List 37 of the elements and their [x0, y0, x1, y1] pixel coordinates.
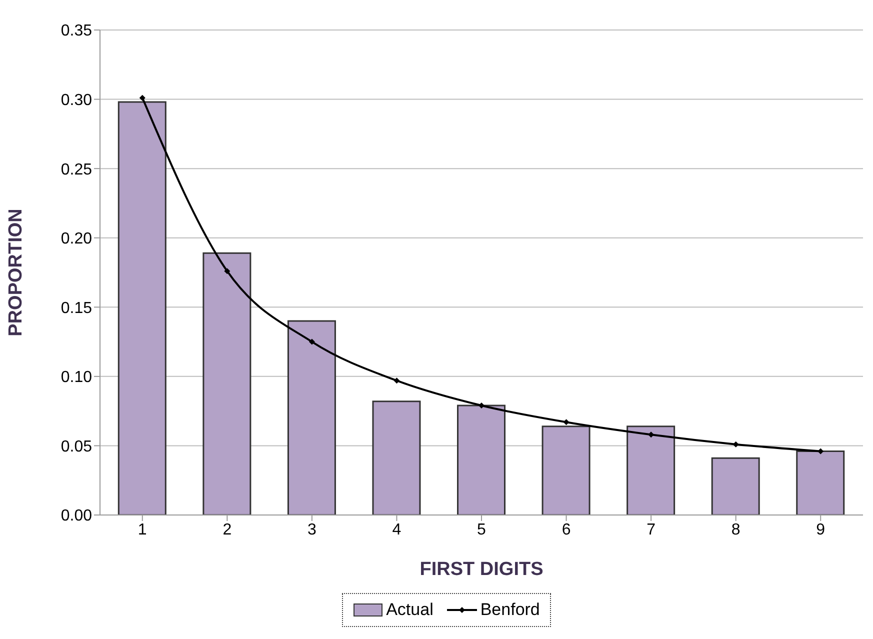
- point: [394, 378, 400, 384]
- bar: [626, 426, 676, 515]
- legend-label: Actual: [385, 600, 434, 620]
- y-tick-label: 0.35: [60, 22, 92, 40]
- point: [139, 94, 146, 101]
- x-axis-title: FIRST DIGITS: [420, 559, 544, 580]
- point: [818, 448, 824, 454]
- y-tick-label: 0.30: [60, 92, 92, 109]
- y-tick-label: 0.00: [60, 508, 92, 525]
- bar: [372, 400, 421, 515]
- x-tick-label: 3: [307, 521, 316, 538]
- point: [478, 402, 484, 409]
- bar: [457, 404, 506, 515]
- y-tick-label: 0.05: [60, 438, 92, 456]
- point: [563, 419, 570, 426]
- legend-label: Benford: [479, 600, 540, 620]
- x-tick-label: 4: [392, 521, 402, 538]
- bar: [287, 320, 336, 515]
- x-tick-label: 9: [816, 521, 826, 538]
- bar: [796, 450, 845, 515]
- y-tick-label: 0.20: [60, 230, 92, 248]
- x-tick-label: 5: [477, 521, 486, 538]
- bar: [118, 101, 166, 515]
- x-tick-label: 7: [646, 521, 656, 538]
- bar: [202, 252, 252, 515]
- y-tick-label: 0.10: [60, 369, 92, 386]
- y-axis-title: PROPORTION: [6, 208, 27, 336]
- x-tick-label: 6: [562, 521, 571, 538]
- bar: [542, 426, 590, 515]
- y-tick-label: 0.25: [60, 161, 92, 178]
- point: [224, 268, 230, 274]
- x-tick-label: 2: [222, 521, 232, 538]
- y-tick-label: 0.15: [60, 300, 92, 317]
- x-tick-label: 1: [138, 521, 147, 538]
- x-tick-label: 8: [731, 521, 740, 538]
- bar: [711, 457, 760, 515]
- point: [308, 338, 315, 345]
